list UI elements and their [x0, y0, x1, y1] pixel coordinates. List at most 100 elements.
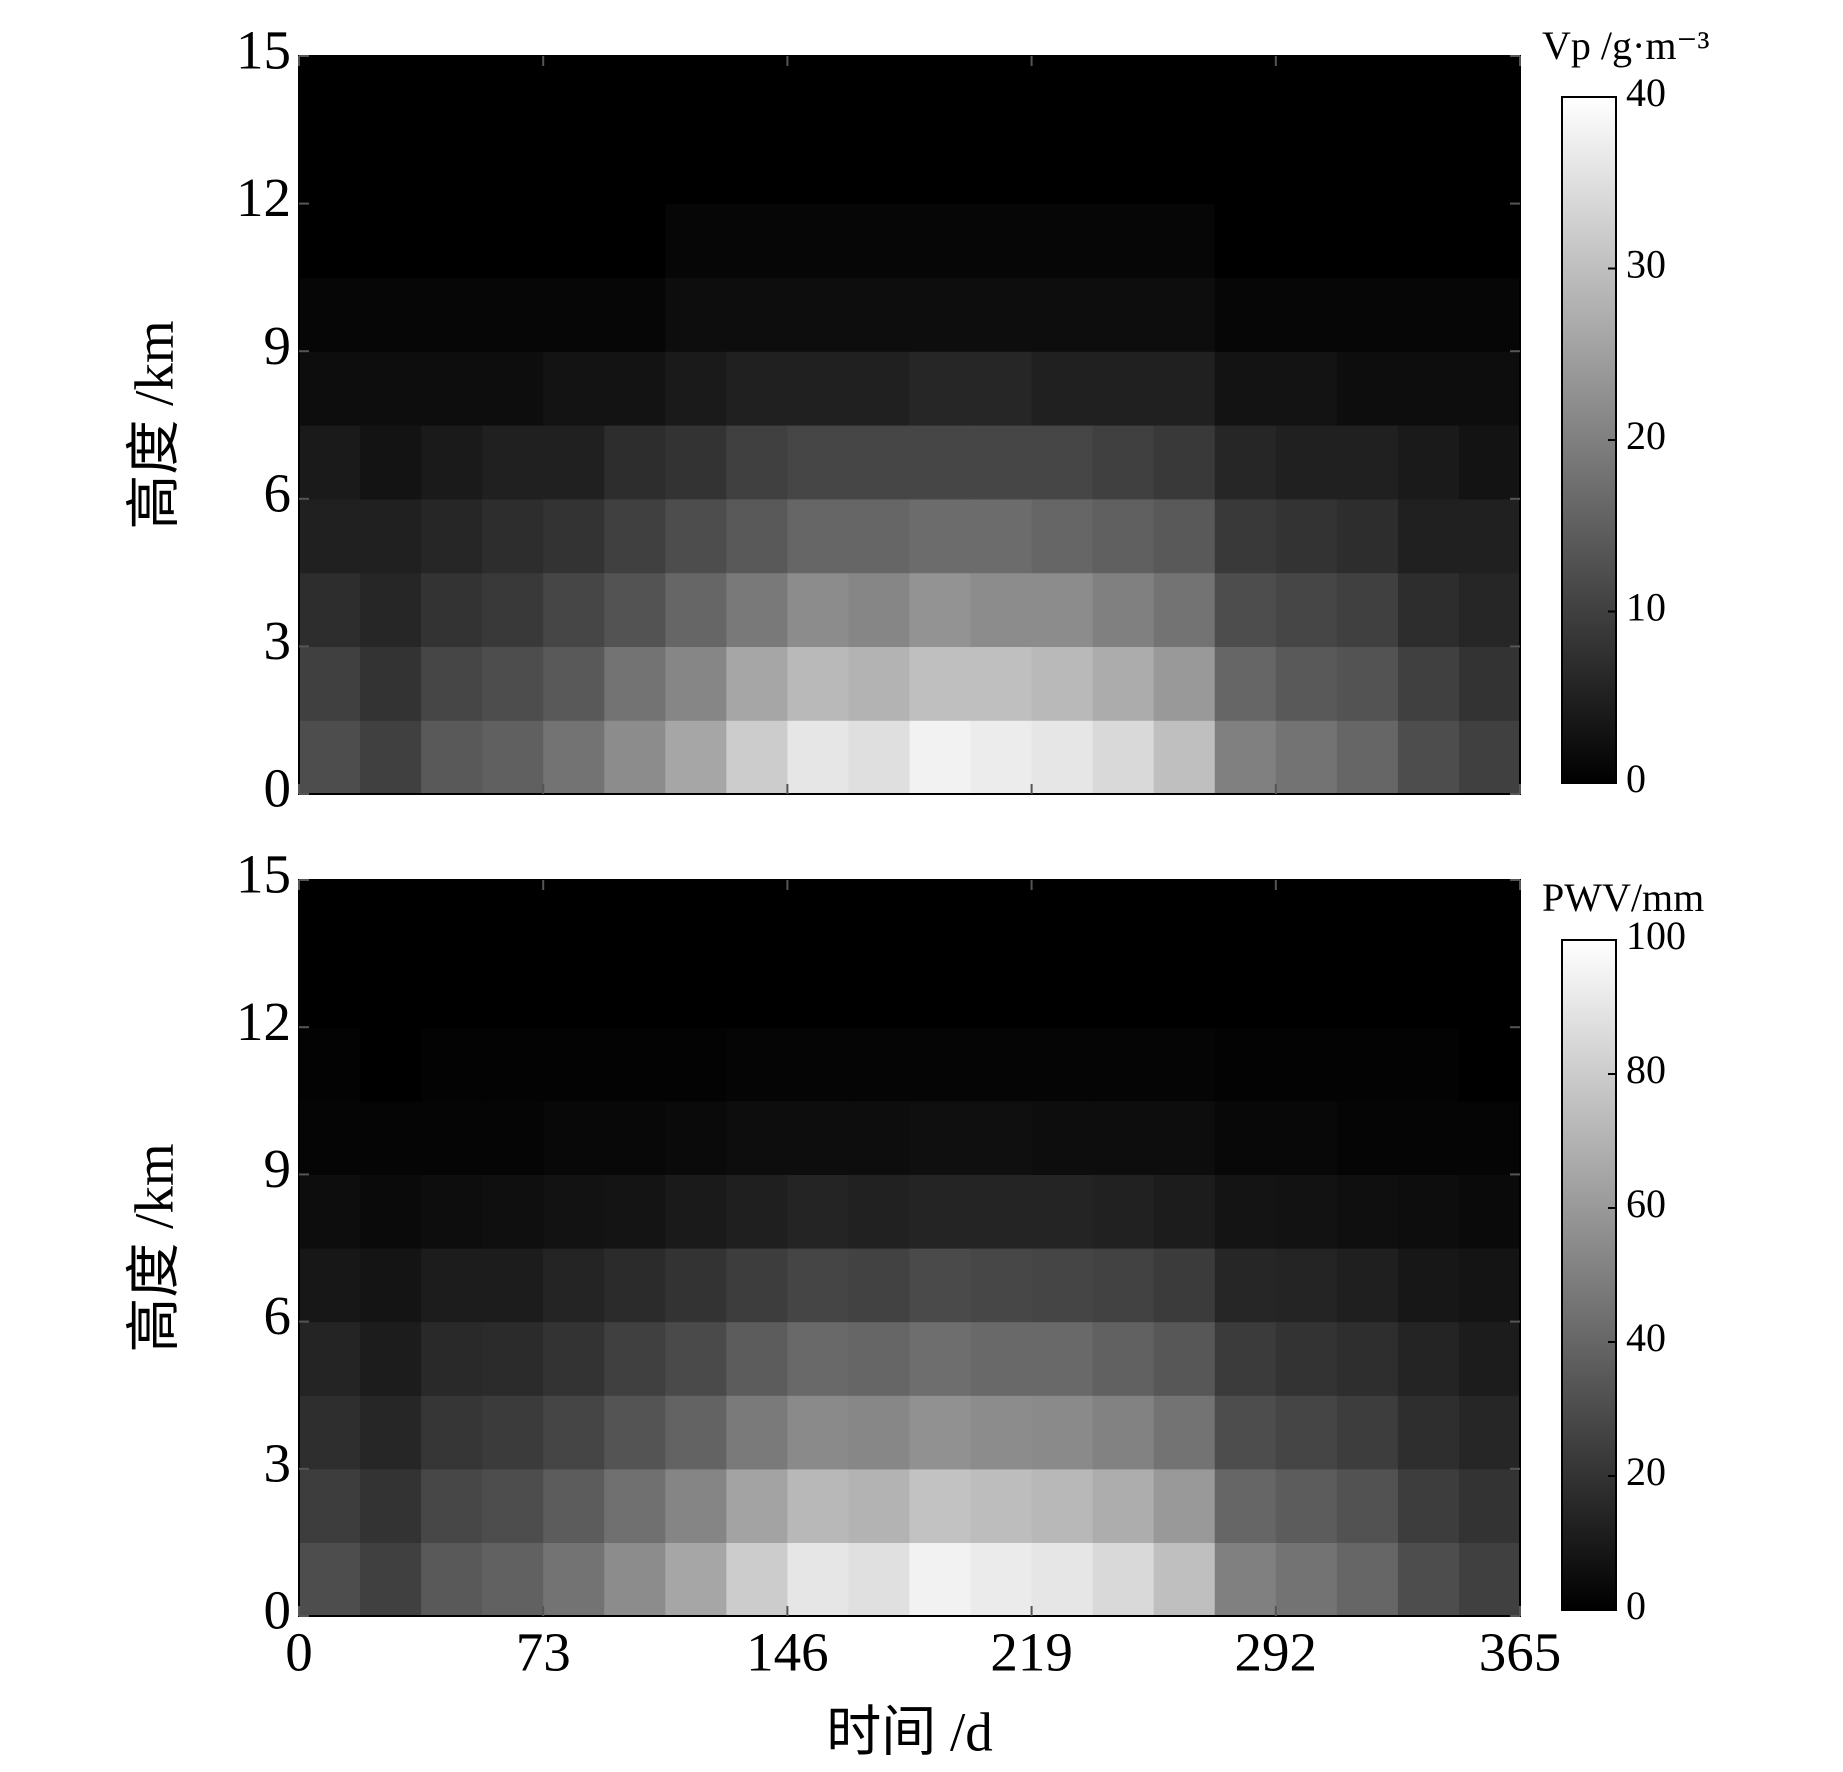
heat-cell: [421, 1321, 483, 1396]
heat-cell: [604, 56, 666, 131]
heat-cell: [909, 1027, 972, 1102]
heat-cell: [482, 129, 544, 205]
heat-cell: [787, 351, 850, 426]
heat-cell: [482, 56, 544, 131]
heat-cell: [1214, 953, 1277, 1028]
heat-cell: [421, 1468, 483, 1543]
heat-cell: [848, 129, 911, 205]
heat-cell: [909, 56, 972, 131]
heat-cell: [360, 880, 422, 955]
y-tick-label: 0: [264, 758, 292, 819]
heat-cell: [848, 1248, 911, 1323]
heat-cell: [360, 1027, 422, 1102]
heat-cell: [604, 880, 666, 955]
heat-cell: [1153, 56, 1216, 131]
heat-cell: [299, 498, 361, 574]
heat-cell: [1092, 1321, 1155, 1396]
heat-cell: [543, 720, 605, 795]
heat-cell: [1214, 1174, 1277, 1249]
heat-cell: [360, 425, 422, 500]
heat-cell: [1275, 1100, 1338, 1175]
heat-cell: [909, 1395, 972, 1470]
heat-cell: [604, 277, 666, 352]
heat-cell: [421, 1248, 483, 1323]
heat-cell: [665, 1174, 727, 1249]
heat-cell: [1397, 1542, 1460, 1617]
heat-cell: [1397, 129, 1460, 205]
colorbar-tick-label: 0: [1626, 756, 1646, 801]
heat-cell: [1397, 351, 1460, 426]
heat-cell: [970, 1100, 1033, 1175]
heat-cell: [299, 1395, 361, 1470]
heat-cell: [1031, 56, 1094, 131]
heat-cell: [360, 498, 422, 574]
heat-cell: [1031, 498, 1094, 574]
heat-cell: [665, 425, 727, 500]
heat-cell: [1336, 572, 1399, 647]
heat-cell: [604, 425, 666, 500]
heat-cell: [1458, 203, 1521, 278]
heat-cell: [299, 1248, 361, 1323]
heat-cell: [726, 1395, 788, 1470]
heat-cell: [360, 1542, 422, 1617]
heat-cell: [665, 953, 727, 1028]
heat-cell: [1031, 1395, 1094, 1470]
heat-cell: [604, 498, 666, 574]
heat-cell: [1031, 1100, 1094, 1175]
heat-cell: [1153, 572, 1216, 647]
heat-cell: [787, 646, 850, 721]
heat-cell: [482, 203, 544, 278]
heat-cell: [421, 1395, 483, 1470]
heat-cell: [1458, 425, 1521, 500]
heat-cell: [1153, 1100, 1216, 1175]
x-tick-label: 0: [285, 1622, 313, 1683]
colorbar: [1561, 96, 1617, 784]
heat-cell: [482, 953, 544, 1028]
heat-cell: [1031, 1321, 1094, 1396]
heat-cell: [909, 572, 972, 647]
heat-cell: [604, 1027, 666, 1102]
heat-cell: [1397, 1395, 1460, 1470]
heat-cell: [299, 720, 361, 795]
heat-cell: [299, 646, 361, 721]
heat-cell: [665, 1468, 727, 1543]
heat-cell: [1275, 880, 1338, 955]
heat-cell: [1275, 572, 1338, 647]
heat-cell: [1336, 1468, 1399, 1543]
heat-cell: [1458, 572, 1521, 647]
heat-cell: [360, 572, 422, 647]
heat-cell: [1092, 1248, 1155, 1323]
heat-cell: [299, 351, 361, 426]
heat-cell: [787, 1321, 850, 1396]
heat-cell: [299, 203, 361, 278]
heat-cell: [787, 56, 850, 131]
heat-cell: [970, 1468, 1033, 1543]
heat-cell: [848, 1100, 911, 1175]
heat-cell: [665, 498, 727, 574]
heat-cell: [909, 1321, 972, 1396]
heat-cell: [1458, 1100, 1521, 1175]
heat-cell: [604, 1468, 666, 1543]
heat-cell: [299, 56, 361, 131]
heat-cell: [1092, 203, 1155, 278]
y-tick-label: 15: [236, 20, 291, 81]
heat-cell: [1336, 56, 1399, 131]
heat-cell: [1275, 953, 1338, 1028]
heat-cell: [299, 572, 361, 647]
heat-cell: [665, 880, 727, 955]
heat-cell: [604, 646, 666, 721]
heat-cell: [665, 1248, 727, 1323]
heat-cell: [360, 1174, 422, 1249]
heat-cell: [482, 1248, 544, 1323]
heat-cell: [1275, 129, 1338, 205]
heat-cell: [1336, 720, 1399, 795]
heat-cell: [1031, 129, 1094, 205]
heat-cell: [665, 572, 727, 647]
heat-cell: [1336, 203, 1399, 278]
heat-cell: [1275, 498, 1338, 574]
heat-cell: [665, 1027, 727, 1102]
heat-cell: [1031, 646, 1094, 721]
heat-cell: [1397, 277, 1460, 352]
heat-cell: [1031, 351, 1094, 426]
plot-frame: [298, 55, 1521, 795]
